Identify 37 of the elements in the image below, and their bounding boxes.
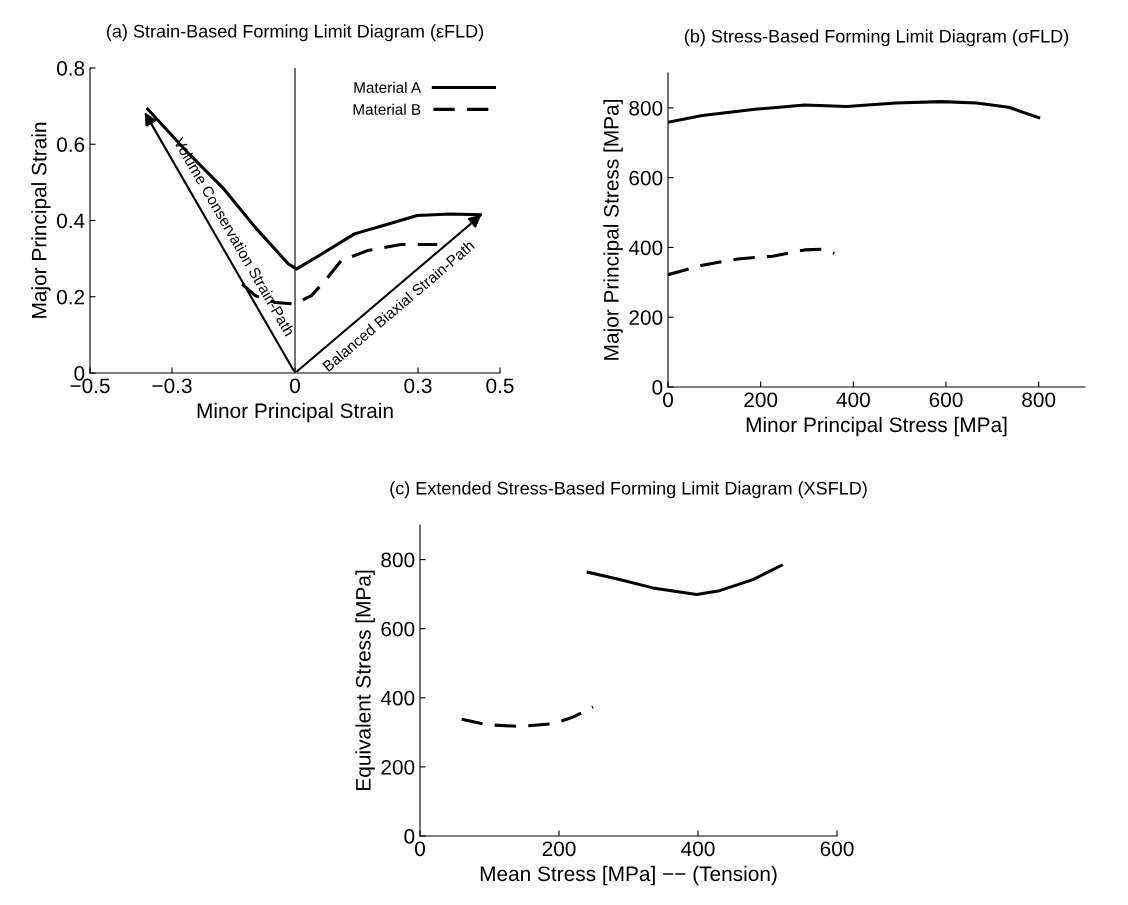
- y-tick-label: 0: [404, 829, 415, 844]
- chart-title: (a) Strain-Based Forming Limit Diagram (εFLD): [106, 24, 484, 42]
- y-tick-label: 0.8: [56, 61, 85, 76]
- y-tick-label: 0.2: [56, 289, 85, 305]
- x-tick-label: 800: [1022, 392, 1056, 408]
- y-tick-label: 800: [381, 552, 415, 568]
- x-tick-label: 200: [542, 841, 576, 857]
- x-axis-title: Mean Stress [MPa] −− (Tension): [480, 865, 777, 886]
- y-axis-title: Major Principal Stress [MPa]: [603, 100, 623, 360]
- y-tick-label: 200: [629, 310, 663, 325]
- y-axis-title: Equivalent Stress [MPa]: [355, 570, 375, 790]
- x-tick-label: 200: [744, 392, 778, 408]
- y-tick-label: 600: [629, 170, 663, 186]
- x-tick-label: 400: [681, 841, 715, 857]
- legend-label: Material B: [353, 103, 421, 115]
- chart-title: (c) Extended Stress-Based Forming Limit Diagram (XSFLD): [390, 481, 867, 499]
- chart-title: (b) Stress-Based Forming Limit Diagram (σFLD): [684, 29, 1069, 47]
- y-tick-label: 600: [381, 621, 415, 637]
- y-axis-title: Major Principal Strain: [31, 122, 51, 318]
- x-axis-title: Minor Principal Stress [MPa]: [746, 416, 1007, 437]
- x-tick-label: 0: [290, 378, 300, 394]
- y-tick-label: 800: [629, 100, 663, 116]
- legend-label: Material A: [354, 81, 422, 93]
- x-tick-label: 0.3: [404, 378, 432, 394]
- y-tick-label: 0.6: [56, 137, 85, 152]
- y-tick-label: 0.4: [56, 213, 85, 229]
- x-tick-label: 600: [820, 841, 854, 857]
- x-tick-label: −0.3: [152, 378, 192, 394]
- y-tick-label: 400: [380, 690, 415, 706]
- x-tick-label: 0.5: [486, 378, 514, 394]
- x-tick-label: 600: [929, 392, 963, 408]
- y-tick-label: 200: [381, 759, 415, 775]
- x-tick-label: 0: [415, 841, 425, 857]
- x-tick-label: 400: [836, 392, 870, 408]
- y-tick-label: 400: [628, 240, 663, 256]
- x-tick-label: 0: [663, 392, 673, 408]
- x-axis-title: Minor Principal Strain: [197, 402, 393, 423]
